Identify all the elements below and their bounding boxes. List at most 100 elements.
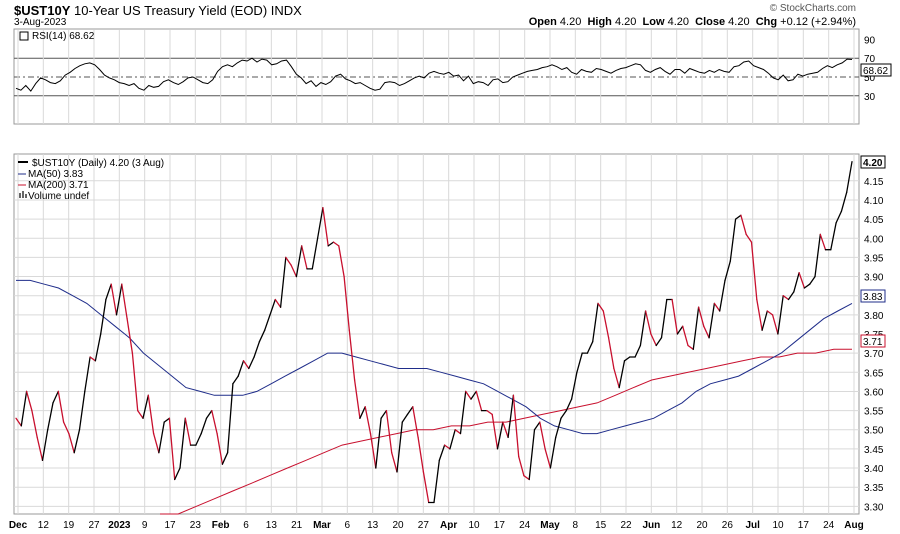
price-segment (602, 310, 610, 339)
price-segment (422, 471, 430, 504)
price-last-value: 4.20 (863, 158, 883, 169)
price-segment (756, 298, 763, 331)
price-segment (338, 245, 345, 278)
x-tick-label: Aug (844, 520, 863, 531)
price-segment (565, 398, 573, 412)
ma50-last-box (860, 289, 886, 303)
price-segment (232, 375, 239, 385)
x-tick-label: 23 (190, 520, 202, 531)
price-tick-label: 4.00 (864, 234, 884, 245)
price-segment (211, 409, 218, 435)
price-segment (62, 421, 70, 435)
price-tick-label: 3.55 (864, 407, 884, 418)
price-segment (68, 432, 75, 454)
price-segment (100, 298, 107, 335)
credit[interactable]: © StockCharts.com (769, 3, 856, 14)
price-segment (586, 341, 594, 354)
symbol: $UST10Y (14, 3, 71, 18)
price-segment (36, 436, 44, 462)
price-segment (523, 475, 530, 481)
price-segment (507, 394, 515, 439)
price-segment (650, 333, 657, 347)
price-segment (639, 310, 647, 347)
price-segment (597, 302, 604, 312)
price-segment (274, 298, 282, 308)
price-segment (729, 218, 737, 262)
x-tick-label: 19 (63, 520, 75, 531)
price-segment (168, 417, 176, 481)
price-segment (237, 360, 245, 377)
x-tick-label: 13 (367, 520, 379, 531)
price-segment (417, 436, 425, 473)
x-tick-label: Mar (313, 520, 331, 531)
price-segment (52, 390, 59, 404)
price-segment (613, 367, 620, 389)
x-tick-label: 20 (392, 520, 404, 531)
x-tick-label: 12 (671, 520, 683, 531)
price-segment (375, 417, 382, 469)
chart-title: $UST10Y 10-Year US Treasury Yield (EOD) … (14, 3, 302, 18)
ma200-last-box (860, 334, 886, 348)
x-tick-label: Apr (440, 520, 457, 531)
x-tick-label: 24 (823, 520, 835, 531)
price-tick-label: 3.95 (864, 253, 884, 264)
x-tick-label: 6 (243, 520, 249, 531)
price-segment (761, 310, 768, 331)
x-tick-label: 17 (164, 520, 176, 531)
volume-legend: Volume undef (28, 191, 89, 202)
price-segment (814, 233, 821, 278)
ma50-legend: MA(50) 3.83 (28, 169, 83, 180)
price-segment (385, 409, 393, 454)
price-line (15, 161, 853, 504)
price-segment (533, 421, 541, 431)
price-segment (216, 432, 224, 465)
x-tick-label: 24 (519, 520, 531, 531)
price-segment (94, 333, 102, 362)
price-panel: 3.303.353.403.453.503.553.603.653.703.75… (9, 153, 886, 531)
price-segment (846, 161, 853, 193)
price-segment (115, 283, 123, 316)
price-segment (491, 413, 499, 450)
ma200-legend: MA(200) 3.71 (28, 180, 89, 191)
price-segment (142, 394, 149, 419)
price-segment (221, 452, 229, 465)
price-segment (41, 429, 49, 462)
price-segment (121, 283, 128, 320)
price-segment (179, 417, 186, 469)
price-segment (73, 429, 81, 454)
change-value: +0.12 (+2.94%) (780, 16, 856, 28)
rsi-tick-label: 30 (864, 92, 876, 103)
price-segment (777, 295, 784, 335)
price-segment (782, 295, 790, 301)
high-value: 4.20 (614, 16, 637, 28)
price-segment (740, 214, 747, 236)
price-segment (279, 256, 287, 308)
price-segment (295, 245, 303, 278)
x-tick-label: Jul (745, 520, 760, 531)
price-segment (518, 455, 525, 477)
price-segment (798, 272, 806, 289)
price-segment (454, 429, 462, 435)
price-tick-label: 4.05 (864, 215, 884, 226)
price-segment (671, 298, 679, 335)
price-segment (396, 421, 403, 473)
price-segment (152, 432, 160, 454)
price-segment (470, 390, 477, 400)
volume-legend-icon (19, 191, 27, 198)
x-tick-label: 10 (772, 520, 784, 531)
chart-date: 3-Aug-2023 (14, 17, 67, 28)
price-segment (644, 310, 652, 335)
price-segment (369, 432, 377, 469)
price-segment (787, 291, 795, 301)
price-segment (465, 390, 472, 400)
x-tick-label: 20 (696, 520, 708, 531)
price-segment (438, 444, 446, 462)
price-segment (449, 429, 456, 450)
price-segment (734, 214, 742, 220)
price-segment (126, 318, 134, 354)
price-segment (137, 409, 144, 419)
price-tick-label: 3.35 (864, 483, 884, 494)
price-last-box (860, 155, 886, 169)
price-segment (147, 394, 155, 435)
price-segment (401, 413, 409, 423)
